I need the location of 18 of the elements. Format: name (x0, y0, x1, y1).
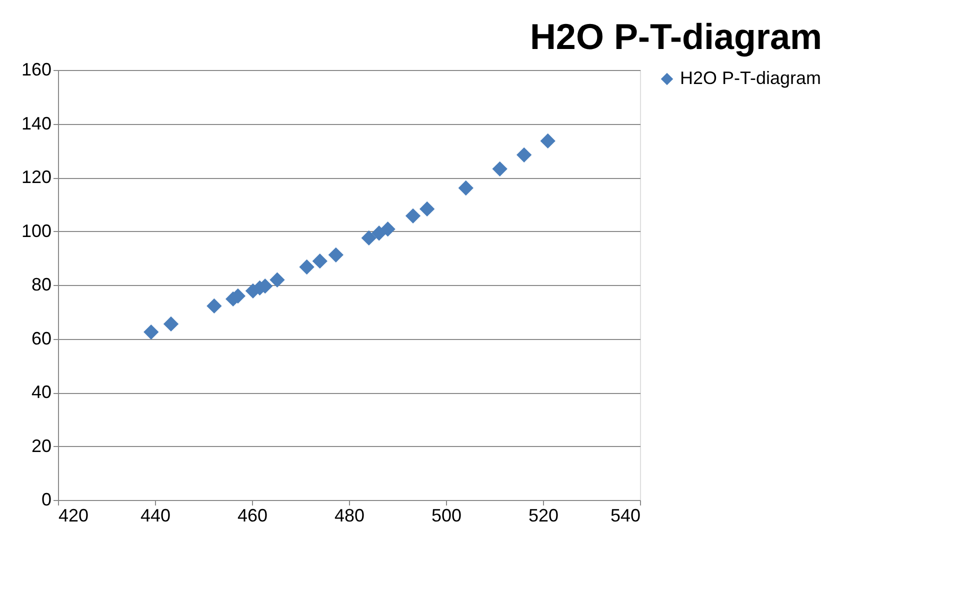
x-tick-label: 500 (431, 506, 462, 526)
chart-title: H2O P-T-diagram (530, 16, 822, 57)
y-tick-label: 160 (21, 60, 52, 80)
y-tick-label: 80 (31, 274, 52, 294)
x-tick-label: 440 (140, 506, 171, 526)
y-tick-label: 20 (31, 436, 52, 456)
legend-label: H2O P-T-diagram (680, 68, 822, 88)
x-tick-label: 480 (334, 506, 365, 526)
y-tick-label: 100 (21, 220, 52, 241)
y-tick-label: 60 (31, 328, 52, 348)
x-tick-label: 540 (610, 506, 640, 526)
y-tick-label: 40 (31, 382, 52, 402)
y-tick-label: 0 (41, 490, 52, 510)
x-tick-label: 420 (58, 506, 89, 526)
x-tick-label: 460 (237, 506, 268, 526)
y-tick-label: 120 (21, 167, 52, 187)
x-tick-label: 520 (528, 506, 559, 526)
y-tick-label: 140 (21, 113, 52, 134)
